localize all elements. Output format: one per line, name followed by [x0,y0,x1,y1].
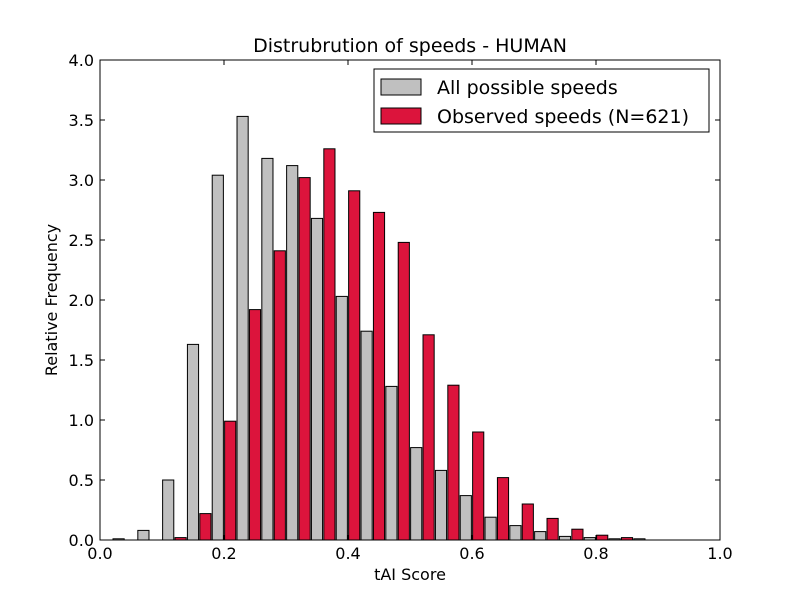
x-tick-label-3: 0.6 [459,544,484,563]
x-tick-label-0: 0.0 [87,544,112,563]
bar-all-possible-13 [434,469,448,541]
bar-observed-12 [422,334,435,541]
bar-all-possible-10 [360,330,373,541]
bar-all-possible-11 [385,385,398,541]
bar-observed-13 [447,384,460,541]
bar-observed-11 [397,241,410,541]
bar-observed-14 [472,431,485,541]
legend-label-observed: Observed speeds (N=621) [437,106,689,128]
bars-layer [112,115,646,541]
bar-all-possible-5 [236,115,249,541]
bar-all-possible-6 [261,157,274,541]
bar-all-possible-9 [335,295,348,541]
y-tick-label-4: 2.0 [69,291,94,310]
y-tick-label-8: 4.0 [69,51,94,70]
x-tick-label-5: 1.0 [707,544,732,563]
bar-observed-18 [571,528,584,541]
x-tick-label-1: 0.2 [211,544,236,563]
y-axis-label: Relative Frequency [42,224,61,376]
legend-swatch-all-possible [380,78,422,96]
bar-observed-4 [224,420,237,541]
bar-all-possible-16 [509,525,522,541]
bar-all-possible-15 [484,516,497,541]
bar-all-possible-14 [459,495,472,541]
bar-all-possible-2 [162,479,175,541]
bar-all-possible-12 [410,447,423,541]
bar-all-possible-8 [310,217,324,541]
ticks-layer: 0.0 0.2 0.4 0.6 0.8 1.0 0.0 0.5 1.0 1.5 2.0 2.5 3.0 3… [69,51,733,563]
legend-box [373,68,710,133]
chart-title: Distrubrution of speeds - HUMAN [253,35,567,57]
x-tick-label-2: 0.4 [335,544,360,563]
bar-all-possible-7 [286,165,299,541]
bar-observed-3 [199,513,212,541]
bar-observed-15 [496,477,510,541]
y-tick-label-3: 1.5 [69,351,94,370]
bar-all-possible-3 [186,343,200,541]
y-tick-label-6: 3.0 [69,171,94,190]
legend-label-all-possible: All possible speeds [437,77,618,99]
x-axis-label: tAI Score [374,565,446,584]
legend: All possible speeds Observed speeds (N=6… [373,68,710,133]
bar-all-possible-18 [558,535,572,541]
legend-swatch-observed [380,107,422,125]
bar-all-possible-4 [211,174,224,541]
bar-all-possible-1 [137,529,150,541]
bar-observed-8 [323,148,336,541]
bar-observed-10 [372,211,386,541]
bar-observed-7 [298,177,311,541]
y-tick-label-7: 3.5 [69,111,94,130]
bar-observed-17 [546,517,559,541]
bar-observed-6 [273,250,286,541]
y-tick-label-2: 1.0 [69,411,94,430]
bar-observed-19 [596,534,609,541]
x-tick-label-4: 0.8 [583,544,608,563]
y-tick-label-5: 2.5 [69,231,94,250]
bar-observed-16 [521,503,534,541]
y-tick-label-0: 0.0 [69,531,94,550]
bar-observed-5 [248,309,262,541]
y-tick-label-1: 0.5 [69,471,94,490]
bar-observed-9 [348,190,361,541]
bar-all-possible-17 [534,531,547,541]
